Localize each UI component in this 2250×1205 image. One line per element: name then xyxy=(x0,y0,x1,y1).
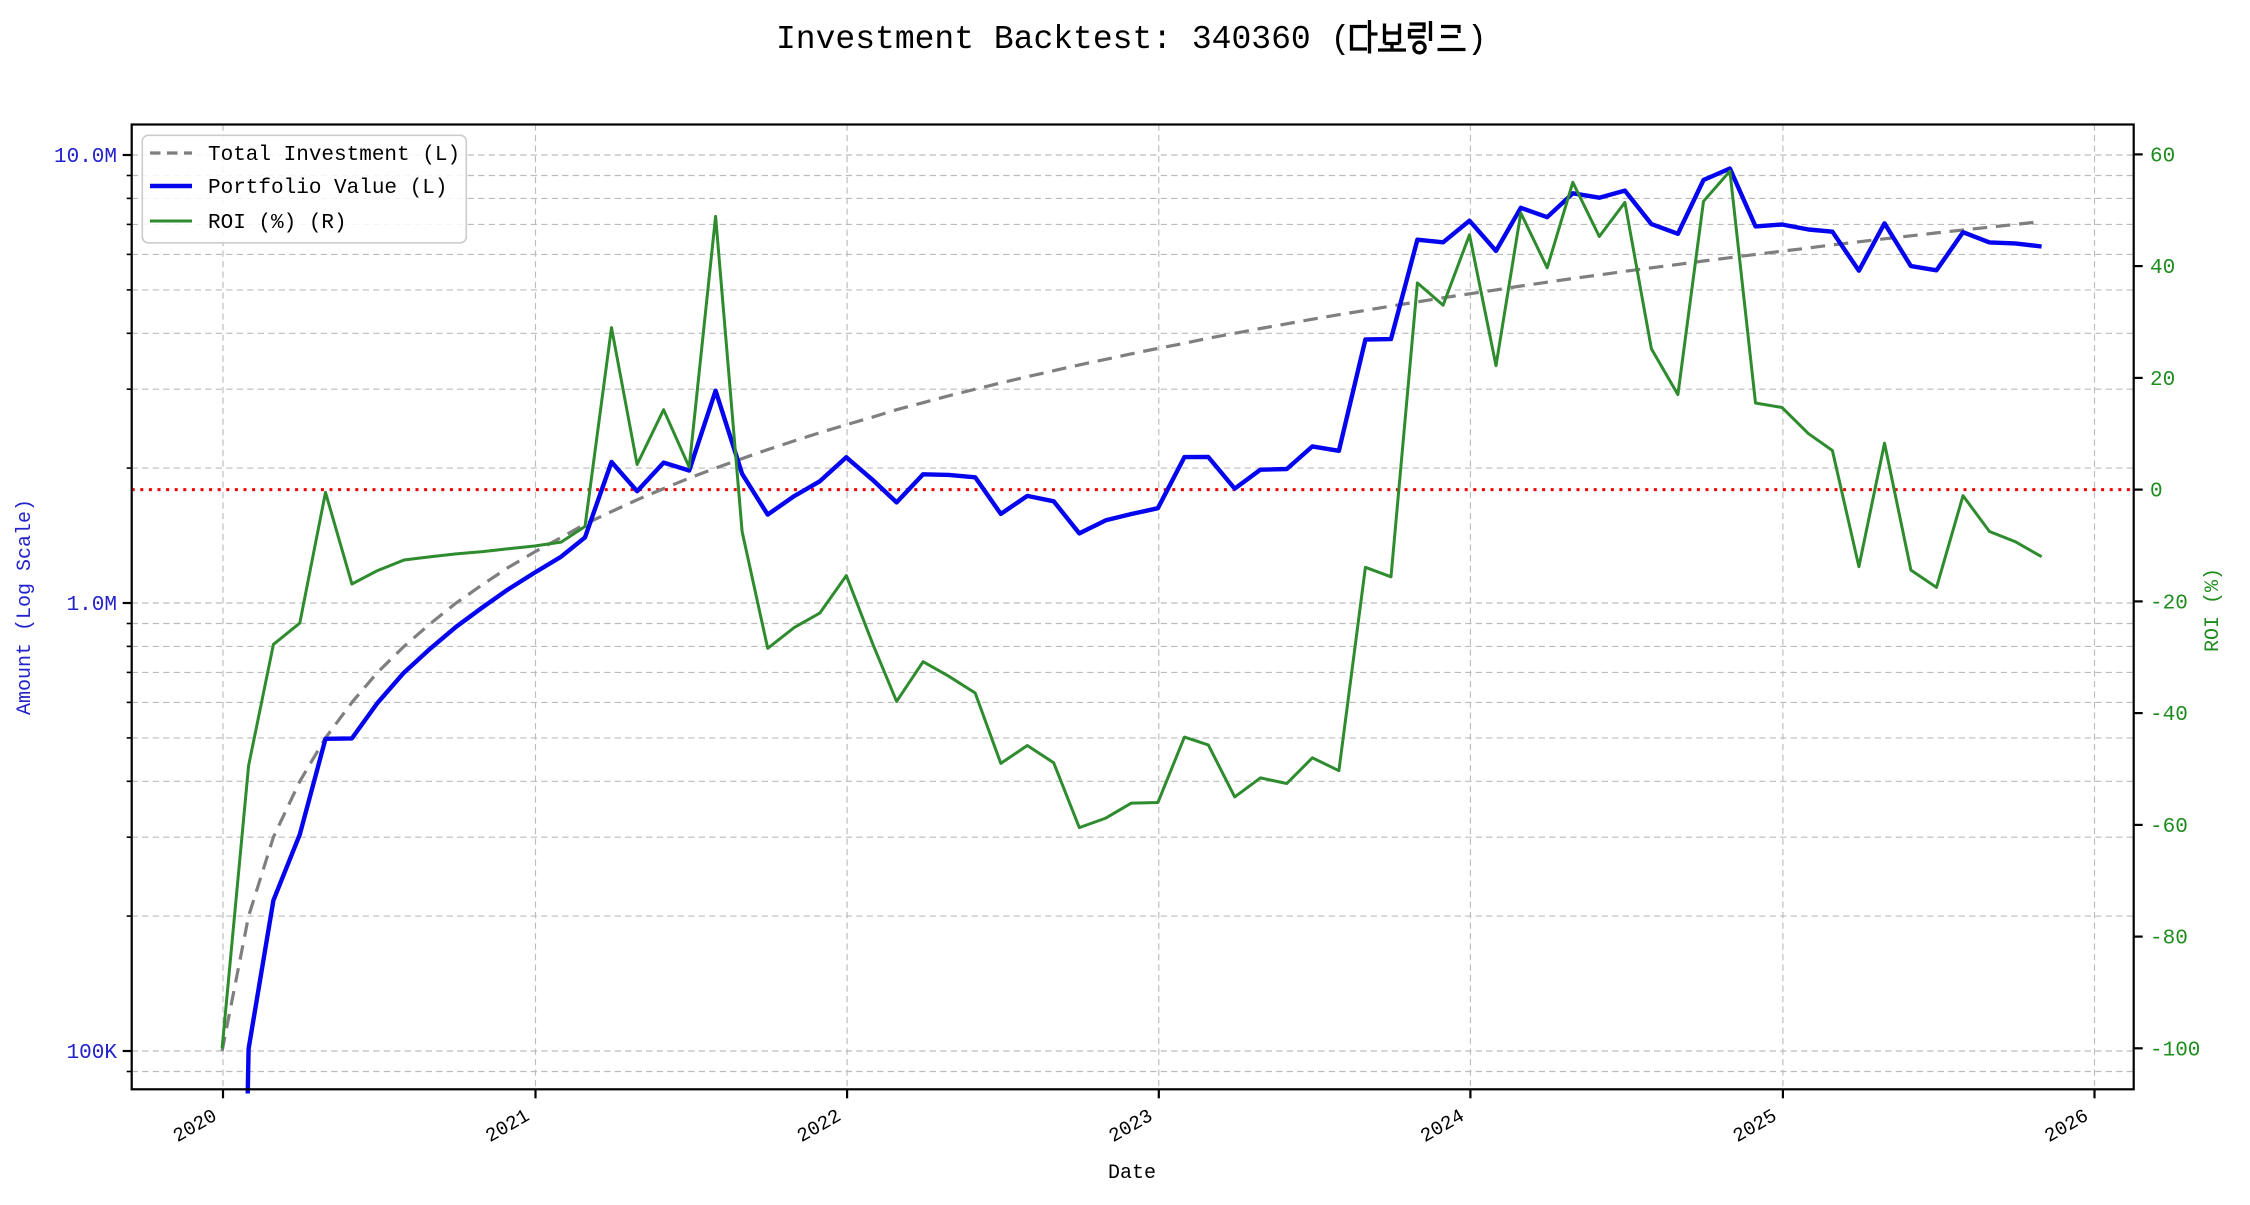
svg-text:-20: -20 xyxy=(2150,592,2188,615)
svg-text:Total Investment (L): Total Investment (L) xyxy=(208,144,460,167)
svg-text:-100: -100 xyxy=(2150,1039,2200,1062)
svg-text:Portfolio Value (L): Portfolio Value (L) xyxy=(208,177,447,200)
svg-text:1.0M: 1.0M xyxy=(67,594,117,617)
svg-text:Amount (Log Scale): Amount (Log Scale) xyxy=(14,499,37,715)
svg-text:0: 0 xyxy=(2150,481,2163,504)
svg-text:Date: Date xyxy=(1108,1162,1156,1185)
svg-text:20: 20 xyxy=(2150,369,2175,392)
svg-text:ROI (%) (R): ROI (%) (R) xyxy=(208,212,347,235)
svg-text:ROI (%): ROI (%) xyxy=(2202,568,2225,652)
svg-text:Investment Backtest: 340360 (: Investment Backtest: 340360 ( xyxy=(776,21,1350,58)
svg-text:10.0M: 10.0M xyxy=(54,146,117,169)
svg-text:-40: -40 xyxy=(2150,704,2188,727)
svg-text:40: 40 xyxy=(2150,257,2175,280)
svg-text:100K: 100K xyxy=(67,1042,118,1065)
svg-text:-80: -80 xyxy=(2150,928,2188,951)
svg-text:): ) xyxy=(1467,21,1487,58)
svg-text:60: 60 xyxy=(2150,145,2175,168)
svg-text:-60: -60 xyxy=(2150,816,2188,839)
